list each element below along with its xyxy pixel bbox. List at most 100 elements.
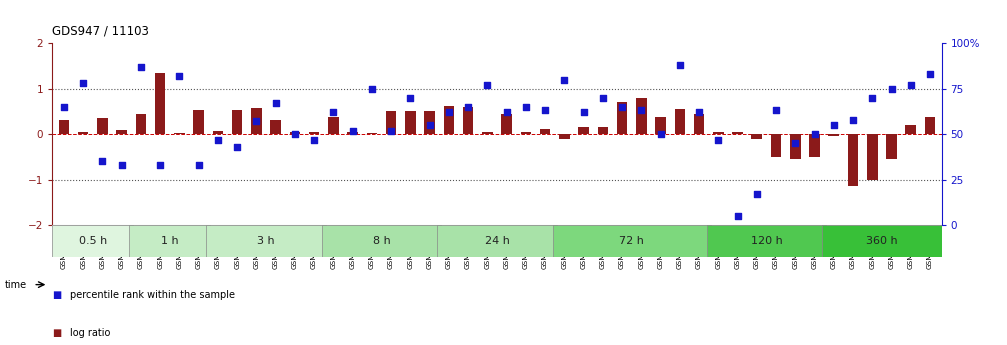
Point [76,80,92,86]
Point [383,128,399,133]
Point [402,95,418,100]
Point [710,137,726,142]
Point [249,119,265,124]
Bar [886,134,897,159]
Bar [437,225,557,257]
Text: ■: ■ [52,328,61,338]
Text: 24 h: 24 h [484,236,510,246]
Point [576,110,592,115]
Bar [829,134,839,136]
Bar [501,114,512,134]
Bar [905,125,916,134]
Bar [694,114,704,134]
Bar [97,118,108,134]
Text: 3 h: 3 h [257,236,275,246]
Point [171,73,187,79]
Point [498,110,515,115]
Point [190,162,206,168]
Bar [405,111,416,134]
Bar [206,225,325,257]
Point [864,95,880,100]
Bar [636,98,646,134]
Bar [924,117,936,134]
Bar [521,132,531,134]
Point [787,140,804,146]
Point [325,110,341,115]
Bar [616,102,627,134]
Bar [347,132,357,134]
Bar [656,117,666,134]
Bar [713,132,724,134]
Bar [553,225,711,257]
Bar [328,117,338,134]
Point [209,137,226,142]
Bar [867,134,877,180]
Point [653,131,669,137]
Point [268,100,284,106]
Bar [251,108,262,134]
Point [922,71,939,77]
Point [479,82,495,88]
Text: ■: ■ [52,290,61,300]
Bar [117,130,127,134]
Bar [322,225,441,257]
Bar [424,111,435,134]
Bar [129,225,210,257]
Bar [212,130,224,134]
Bar [770,134,781,157]
Bar [155,73,165,134]
Bar [463,107,473,134]
Bar [707,225,826,257]
Point [518,104,534,110]
Point [152,162,168,168]
Point [114,162,130,168]
Bar [58,120,69,134]
Point [691,110,707,115]
Bar [559,134,570,139]
Bar [193,110,204,134]
Point [422,122,438,128]
Point [344,128,361,133]
Point [441,110,457,115]
Bar [823,225,942,257]
Point [133,64,149,70]
Text: 120 h: 120 h [750,236,782,246]
Bar [270,120,281,134]
Bar [290,132,300,134]
Point [883,86,899,91]
Text: log ratio: log ratio [70,328,111,338]
Bar [751,134,762,139]
Bar [78,132,89,134]
Point [845,117,861,122]
Point [229,144,245,150]
Bar [597,127,608,134]
Point [633,108,650,113]
Point [55,104,71,110]
Bar [136,114,146,134]
Bar [540,129,551,134]
Text: time: time [5,280,27,289]
Bar [675,109,685,134]
Bar [52,225,133,257]
Text: 1 h: 1 h [161,236,178,246]
Text: 0.5 h: 0.5 h [79,236,107,246]
Text: 8 h: 8 h [373,236,391,246]
Bar [386,111,397,134]
Bar [789,134,801,159]
Point [595,95,611,100]
Point [672,62,688,68]
Text: 360 h: 360 h [866,236,897,246]
Text: GDS947 / 11103: GDS947 / 11103 [52,25,149,38]
Text: percentile rank within the sample: percentile rank within the sample [70,290,236,300]
Bar [309,132,319,134]
Point [556,77,572,82]
Point [749,191,765,197]
Point [826,122,842,128]
Text: 72 h: 72 h [619,236,644,246]
Point [306,137,322,142]
Point [729,213,745,219]
Bar [443,106,454,134]
Bar [482,132,492,134]
Bar [732,132,743,134]
Point [902,82,918,88]
